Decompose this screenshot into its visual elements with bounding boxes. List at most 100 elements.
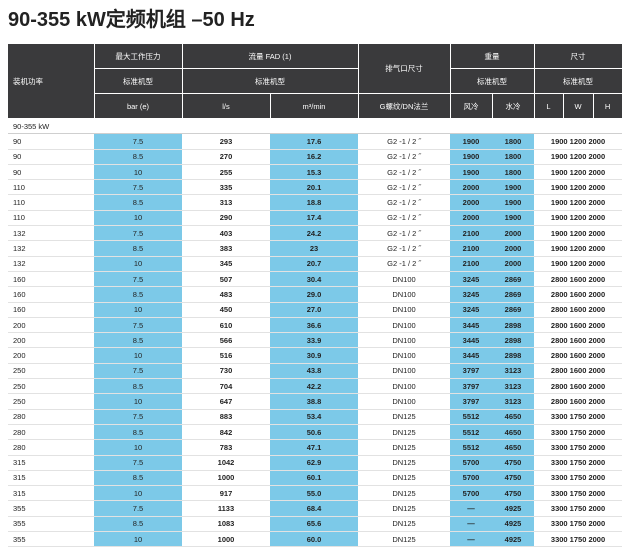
- cell-weight-air: 5512: [450, 409, 493, 425]
- table-row: 250 8.5 704 42.2 DN100 3797 3123 2800 1600 2000: [8, 378, 623, 395]
- cell-weight-air: 3797: [450, 363, 493, 380]
- cell-outlet: G2 -1 / 2 ˝: [358, 240, 451, 257]
- cell-pressure: 7.5: [94, 317, 182, 334]
- cell-flow-m3: 20.7: [270, 256, 359, 272]
- cell-flow-m3: 30.9: [270, 347, 359, 364]
- cell-power: 250: [8, 363, 94, 380]
- cell-dimensions: 1900 1200 2000: [534, 164, 623, 181]
- cell-flow-m3: 27.0: [270, 302, 359, 318]
- cell-dimensions: 1900 1200 2000: [534, 240, 623, 257]
- cell-flow-ls: 483: [182, 286, 270, 303]
- cell-power: 132: [8, 225, 94, 242]
- table-row: 90 7.5 293 17.6 G2 -1 / 2 ˝ 1900 1800 1900 1200…: [8, 133, 623, 150]
- cell-outlet: G2 -1 / 2 ˝: [358, 256, 451, 272]
- cell-flow-ls: 1000: [182, 470, 270, 487]
- cell-weight-water: 1800: [492, 149, 535, 165]
- cell-flow-m3: 18.8: [270, 194, 359, 211]
- cell-outlet: DN125: [358, 409, 451, 425]
- cell-flow-ls: 842: [182, 424, 270, 441]
- cell-dimensions: 2800 1600 2000: [534, 347, 623, 364]
- table-row: 90 8.5 270 16.2 G2 -1 / 2 ˝ 1900 1800 1900 1200…: [8, 149, 623, 165]
- table-row: 250 7.5 730 43.8 DN100 3797 3123 2800 1600 2000: [8, 363, 623, 380]
- cell-power: 315: [8, 470, 94, 487]
- cell-outlet: DN100: [358, 393, 451, 410]
- cell-weight-water: 1800: [492, 133, 535, 150]
- cell-outlet: G2 -1 / 2 ˝: [358, 179, 451, 196]
- header-dim-h: H: [593, 93, 623, 119]
- table-row: 160 7.5 507 30.4 DN100 3245 2869 2800 1600 2000: [8, 271, 623, 288]
- cell-flow-ls: 255: [182, 164, 270, 181]
- cell-dimensions: 3300 1750 2000: [534, 516, 623, 533]
- cell-weight-air: 2100: [450, 256, 493, 272]
- cell-flow-ls: 1000: [182, 531, 270, 547]
- cell-outlet: DN125: [358, 531, 451, 547]
- cell-dimensions: 1900 1200 2000: [534, 210, 623, 227]
- cell-power: 90: [8, 133, 94, 150]
- header-water-cooled: 水冷: [492, 93, 535, 119]
- header-max-pressure: 最大工作压力: [94, 44, 183, 69]
- cell-weight-water: 1800: [492, 164, 535, 181]
- header-dimensions: 尺寸: [534, 44, 623, 69]
- cell-flow-ls: 1133: [182, 500, 270, 517]
- header-standard-model: 标准机型: [450, 68, 535, 94]
- cell-flow-ls: 290: [182, 210, 270, 227]
- header-standard-model: 标准机型: [94, 68, 183, 94]
- cell-power: 200: [8, 317, 94, 334]
- cell-weight-air: 3797: [450, 393, 493, 410]
- cell-weight-water: 1900: [492, 210, 535, 227]
- header-standard-model: 标准机型: [182, 68, 359, 94]
- cell-dimensions: 3300 1750 2000: [534, 439, 623, 456]
- cell-weight-air: 3245: [450, 302, 493, 318]
- cell-flow-ls: 883: [182, 409, 270, 425]
- cell-flow-m3: 65.6: [270, 516, 359, 533]
- cell-dimensions: 1900 1200 2000: [534, 225, 623, 242]
- cell-weight-water: 1900: [492, 194, 535, 211]
- cell-pressure: 10: [94, 439, 182, 456]
- cell-dimensions: 2800 1600 2000: [534, 317, 623, 334]
- header-outlet-unit: G螺纹/DN法兰: [358, 93, 451, 119]
- cell-flow-m3: 42.2: [270, 378, 359, 395]
- cell-pressure: 7.5: [94, 179, 182, 196]
- header-power: 装机功率: [8, 44, 95, 119]
- cell-flow-ls: 610: [182, 317, 270, 334]
- cell-outlet: G2 -1 / 2 ˝: [358, 164, 451, 181]
- cell-weight-air: 5512: [450, 439, 493, 456]
- cell-weight-air: 2000: [450, 179, 493, 196]
- cell-weight-air: 2100: [450, 225, 493, 242]
- header-pressure-unit: bar (e): [94, 93, 183, 119]
- cell-weight-water: 2869: [492, 286, 535, 303]
- cell-flow-m3: 30.4: [270, 271, 359, 288]
- header-flow-unit-m3: m³/min: [270, 93, 359, 119]
- cell-weight-water: 2869: [492, 302, 535, 318]
- cell-flow-ls: 783: [182, 439, 270, 456]
- cell-flow-m3: 33.9: [270, 332, 359, 349]
- cell-weight-air: 5512: [450, 424, 493, 441]
- header-outlet: 排气口尺寸: [358, 44, 451, 94]
- cell-dimensions: 3300 1750 2000: [534, 485, 623, 502]
- cell-power: 200: [8, 347, 94, 364]
- cell-dimensions: 2800 1600 2000: [534, 271, 623, 288]
- cell-flow-m3: 17.4: [270, 210, 359, 227]
- cell-flow-ls: 270: [182, 149, 270, 165]
- cell-power: 315: [8, 485, 94, 502]
- cell-flow-ls: 516: [182, 347, 270, 364]
- cell-flow-m3: 38.8: [270, 393, 359, 410]
- cell-dimensions: 2800 1600 2000: [534, 363, 623, 380]
- cell-weight-air: 2100: [450, 240, 493, 257]
- cell-flow-ls: 730: [182, 363, 270, 380]
- cell-weight-water: 4650: [492, 439, 535, 456]
- spec-table: 装机功率 最大工作压力 流量 FAD (1) 排气口尺寸 重量 尺寸 标准机型 …: [8, 44, 623, 547]
- cell-pressure: 8.5: [94, 424, 182, 441]
- cell-dimensions: 3300 1750 2000: [534, 409, 623, 425]
- cell-flow-m3: 50.6: [270, 424, 359, 441]
- cell-outlet: DN100: [358, 378, 451, 395]
- cell-pressure: 10: [94, 531, 182, 547]
- cell-power: 110: [8, 179, 94, 196]
- cell-dimensions: 2800 1600 2000: [534, 302, 623, 318]
- cell-flow-m3: 43.8: [270, 363, 359, 380]
- cell-power: 280: [8, 409, 94, 425]
- header-standard-model: 标准机型: [534, 68, 623, 94]
- cell-power: 110: [8, 194, 94, 211]
- cell-flow-ls: 383: [182, 240, 270, 257]
- cell-pressure: 7.5: [94, 133, 182, 150]
